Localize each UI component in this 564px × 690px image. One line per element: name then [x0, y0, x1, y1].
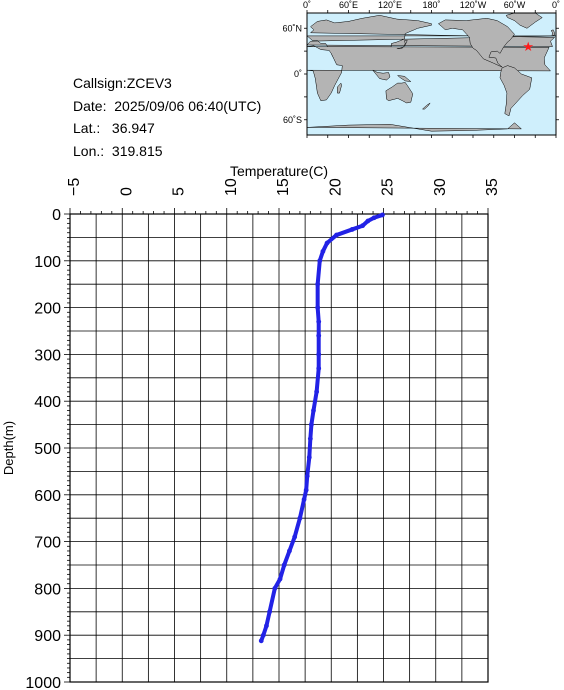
- data-point: [277, 576, 283, 582]
- data-point: [360, 223, 365, 229]
- grid-lines: [69, 213, 489, 683]
- x-axis-label: Temperature(C): [230, 163, 328, 179]
- y-tick-label: 0: [52, 207, 61, 224]
- y-tick-label: 1000: [25, 675, 61, 690]
- map-lat-label: 0˚: [294, 69, 302, 79]
- y-tick-label: 300: [34, 347, 61, 364]
- data-point: [307, 436, 313, 442]
- station-marker: ★: [522, 39, 534, 54]
- y-tick-label: 700: [34, 535, 61, 552]
- data-point: [272, 586, 278, 591]
- y-axis-label: Depth(m): [1, 421, 16, 475]
- map-land-madagascar: [337, 82, 342, 94]
- x-tick-label: −5: [66, 178, 83, 196]
- map-lon-label: 60˚E: [339, 0, 358, 10]
- data-point: [303, 487, 309, 493]
- map-lon-label: 120˚E: [378, 0, 402, 10]
- data-point: [315, 305, 321, 310]
- data-point: [316, 352, 322, 357]
- map-land-japan: [396, 40, 408, 50]
- data-point: [315, 281, 321, 287]
- y-tick-label: 100: [34, 254, 61, 271]
- data-point: [264, 623, 269, 629]
- series-layer: [258, 212, 385, 644]
- data-point: [306, 454, 312, 460]
- data-point: [311, 408, 316, 413]
- x-tick-label: 0: [118, 187, 135, 196]
- map-lon-label: 0˚: [303, 0, 311, 10]
- data-point: [320, 249, 326, 254]
- data-point: [267, 609, 272, 615]
- x-tick-label: 15: [275, 178, 292, 196]
- data-point: [308, 422, 314, 427]
- y-tick-label: 800: [34, 581, 61, 598]
- map-lon-label: 60˚W: [504, 0, 526, 10]
- data-point: [304, 473, 310, 479]
- y-tick-labels: 0 100 200 300 400 500 600 700 800 900 1000: [25, 207, 61, 690]
- map-lon-label: 180˚: [422, 0, 440, 10]
- map-lat-label: 60˚S: [283, 115, 302, 125]
- data-point: [314, 389, 320, 395]
- map-land-uk: [550, 29, 555, 37]
- x-tick-label: 35: [484, 178, 501, 196]
- map-lon-label: 120˚W: [460, 0, 487, 10]
- date-text: Date: 2025/09/06 06:40(UTC): [73, 97, 262, 114]
- data-point: [380, 212, 385, 218]
- world-map: 0˚ 60˚E 120˚E 180˚ 120˚W 60˚W 0˚ 60˚N 0˚ 60˚S ★: [282, 0, 560, 138]
- map-land-north-america: [437, 18, 515, 68]
- x-tick-label: 5: [171, 187, 188, 196]
- map-land-new-zealand: [421, 102, 431, 110]
- data-point: [349, 227, 355, 232]
- plot-frame: [69, 213, 489, 683]
- callsign-text: Callsign:ZCEV3: [73, 75, 172, 91]
- temperature-depth-chart: −5 0 5 10 15 20 25 30 35 0 100 200 300 400 500 600 700 8…: [1, 163, 501, 690]
- data-point: [317, 258, 323, 264]
- map-ticks: [304, 10, 559, 138]
- x-tick-label: 25: [380, 178, 397, 196]
- y-tick-label: 200: [34, 301, 61, 318]
- data-point: [297, 515, 303, 521]
- data-point: [316, 366, 322, 371]
- map-land-new-guinea: [396, 75, 412, 82]
- map-land-south-america: [499, 65, 533, 117]
- data-point: [371, 215, 377, 221]
- map-latitude-labels: 60˚N 0˚ 60˚S: [282, 23, 302, 125]
- longitude-text: Lon.: 319.815: [73, 142, 163, 159]
- data-point: [260, 632, 266, 638]
- x-tick-label: 20: [327, 178, 344, 196]
- station-info: Callsign:ZCEV3 Date: 2025/09/06 06:40(UT…: [73, 72, 261, 162]
- data-point: [334, 232, 339, 238]
- data-point: [324, 240, 330, 246]
- map-land-australia: [385, 82, 414, 104]
- data-point: [316, 333, 322, 339]
- map-land: [306, 12, 556, 135]
- map-lon-label: 0˚: [552, 0, 560, 10]
- latitude-text: Lat.: 36.947: [73, 120, 155, 136]
- y-tick-label: 900: [34, 628, 61, 645]
- data-point: [316, 319, 322, 325]
- data-point: [301, 497, 307, 502]
- data-point: [287, 548, 292, 554]
- y-tick-label: 500: [34, 441, 61, 458]
- y-tick-label: 400: [34, 394, 61, 411]
- y-tick-label: 600: [34, 488, 61, 505]
- map-lat-label: 60˚N: [282, 23, 302, 33]
- x-tick-label: 10: [223, 178, 240, 196]
- x-tick-label: 30: [432, 178, 449, 196]
- map-land-indonesia: [372, 69, 391, 81]
- x-tick-labels: −5 0 5 10 15 20 25 30 35: [66, 178, 501, 196]
- map-longitude-labels: 0˚ 60˚E 120˚E 180˚ 120˚W 60˚W 0˚: [303, 0, 560, 10]
- data-point: [292, 534, 298, 540]
- data-point: [365, 218, 371, 224]
- data-point: [258, 638, 264, 644]
- data-point: [281, 562, 287, 568]
